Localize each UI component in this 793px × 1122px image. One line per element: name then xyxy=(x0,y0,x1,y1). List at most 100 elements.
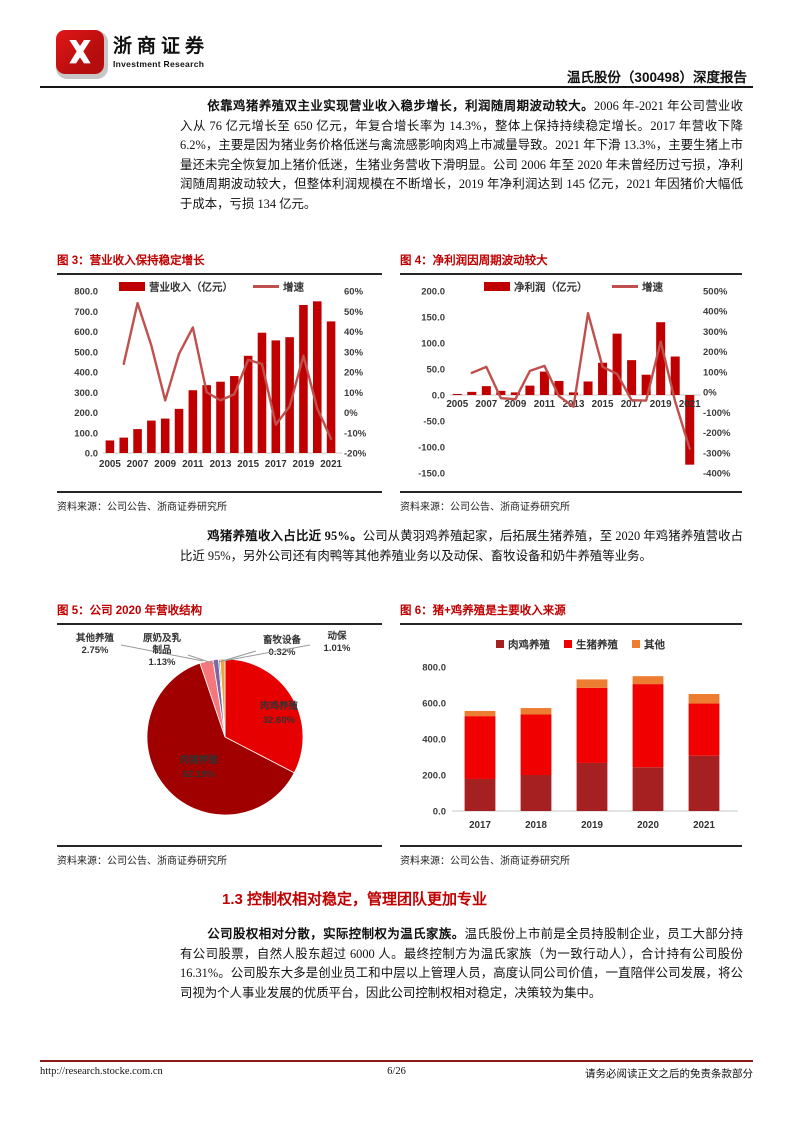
report-title: 温氏股份（300498）深度报告 xyxy=(566,70,747,85)
svg-text:100.0: 100.0 xyxy=(421,339,445,350)
svg-text:制品: 制品 xyxy=(152,644,171,656)
svg-text:200.0: 200.0 xyxy=(422,771,446,782)
svg-text:2017: 2017 xyxy=(621,399,643,410)
svg-text:300%: 300% xyxy=(703,327,728,338)
paragraph-3-text: 温氏股份上市前是全员持股制企业，员工大部分持有公司股票，自然人股东超过 6000… xyxy=(180,927,744,1000)
paragraph-1-text: 2006 年-2021 年公司营业收入从 76 亿元增长至 650 亿元，年复合… xyxy=(180,99,744,211)
paragraph-2-text: 公司从黄羽鸡养殖起家，后拓展生猪养殖，至 2020 年鸡猪养殖营收占比近 95%… xyxy=(180,529,743,563)
svg-text:2.75%: 2.75% xyxy=(82,645,109,656)
svg-text:150.0: 150.0 xyxy=(421,313,445,324)
svg-text:1.13%: 1.13% xyxy=(149,657,176,668)
figure-6: 图 6：猪+鸡养殖是主要收入来源 0.0 200.0 400.0 600.0 800.0… xyxy=(400,602,742,867)
figure-5-top-rule xyxy=(57,623,382,625)
svg-text:0.0: 0.0 xyxy=(432,391,445,402)
svg-text:700.0: 700.0 xyxy=(74,307,98,318)
figure-4-bottom-rule xyxy=(400,491,742,493)
header-divider xyxy=(40,86,753,88)
svg-text:2017: 2017 xyxy=(265,459,287,470)
svg-text:2019: 2019 xyxy=(581,820,603,831)
svg-text:2009: 2009 xyxy=(154,459,176,470)
paragraph-1-lead: 依靠鸡猪养殖双主业实现营业收入稳步增长，利润随周期波动较大。 xyxy=(207,99,594,113)
svg-text:1.01%: 1.01% xyxy=(324,643,351,654)
svg-text:2007: 2007 xyxy=(475,399,497,410)
svg-text:400.0: 400.0 xyxy=(422,735,446,746)
brand-name-cn: 浙商证券 xyxy=(113,36,210,57)
figure-6-top-rule xyxy=(400,623,742,625)
svg-text:2015: 2015 xyxy=(592,399,614,410)
net-profit-bar-line-chart: -150.0 -100.0 -50.0 0.0 50.0 100.0 150.0 200.0 -… xyxy=(418,281,731,480)
svg-text:2015: 2015 xyxy=(237,459,259,470)
svg-text:50.0: 50.0 xyxy=(427,365,446,376)
svg-text:2021: 2021 xyxy=(679,399,701,410)
svg-text:2009: 2009 xyxy=(504,399,526,410)
svg-text:增速: 增速 xyxy=(283,281,304,294)
svg-text:30%: 30% xyxy=(344,347,364,358)
svg-text:100%: 100% xyxy=(703,367,728,378)
figure-4-title: 图 4：净利润因周期波动较大 xyxy=(400,255,548,267)
svg-text:0.0: 0.0 xyxy=(85,449,98,460)
svg-text:2005: 2005 xyxy=(99,459,121,470)
svg-text:600.0: 600.0 xyxy=(74,327,98,338)
figure-3: 图 3：营业收入保持稳定增长 0.0 100.0 200.0 300.0 400.0 50… xyxy=(57,252,382,513)
svg-text:畜牧设备: 畜牧设备 xyxy=(263,634,302,646)
svg-text:-10%: -10% xyxy=(344,428,367,439)
svg-text:动保: 动保 xyxy=(327,630,347,642)
svg-text:600.0: 600.0 xyxy=(422,699,446,710)
svg-text:400.0: 400.0 xyxy=(74,368,98,379)
svg-text:20%: 20% xyxy=(344,368,364,379)
svg-text:肉猪养殖: 肉猪养殖 xyxy=(180,754,219,766)
svg-text:增速: 增速 xyxy=(642,281,663,294)
figure-5: 图 5：公司 2020 年营收结构 其他养殖 2.75% 原奶及乳 制品 1.13% 畜牧… xyxy=(57,602,382,867)
svg-text:200.0: 200.0 xyxy=(74,408,98,419)
section-heading-1-3: 1.3 控制权相对稳定，管理团队更加专业 xyxy=(222,891,488,908)
svg-text:2021: 2021 xyxy=(320,459,342,470)
svg-text:2020: 2020 xyxy=(637,820,659,831)
svg-text:肉鸡养殖: 肉鸡养殖 xyxy=(260,700,299,712)
svg-text:40%: 40% xyxy=(344,327,364,338)
svg-text:-100%: -100% xyxy=(703,408,731,419)
figure-4-source: 资料来源：公司公告、浙商证券研究所 xyxy=(400,502,570,513)
svg-text:800.0: 800.0 xyxy=(74,287,98,298)
figure-5-bottom-rule xyxy=(57,845,382,847)
svg-text:0%: 0% xyxy=(703,388,717,399)
footer-research-url[interactable]: http://research.stocke.com.cn xyxy=(40,1066,163,1077)
figure-6-title: 图 6：猪+鸡养殖是主要收入来源 xyxy=(400,605,566,617)
svg-text:60%: 60% xyxy=(344,287,364,298)
svg-text:2013: 2013 xyxy=(210,459,232,470)
figure-3-title: 图 3：营业收入保持稳定增长 xyxy=(57,255,205,267)
figure-5-source: 资料来源：公司公告、浙商证券研究所 xyxy=(57,856,227,867)
figure-3-top-rule xyxy=(57,273,382,275)
svg-text:其他养殖: 其他养殖 xyxy=(76,632,115,644)
svg-text:10%: 10% xyxy=(344,388,364,399)
paragraph-business-mix: 鸡猪养殖收入占比近 95%。公司从黄羽鸡养殖起家，后拓展生猪养殖，至 2020 … xyxy=(180,527,743,566)
svg-text:500%: 500% xyxy=(703,287,728,298)
footer-page-number: 6/26 xyxy=(387,1066,406,1077)
svg-text:其他: 其他 xyxy=(644,638,665,651)
brand-name-en: Investment Research xyxy=(113,59,205,69)
svg-text:0.32%: 0.32% xyxy=(269,647,296,658)
brand-block: 浙商证券 Investment Research xyxy=(113,37,209,69)
svg-text:300.0: 300.0 xyxy=(74,388,98,399)
svg-text:500.0: 500.0 xyxy=(74,347,98,358)
svg-text:原奶及乳: 原奶及乳 xyxy=(143,632,182,644)
svg-text:2018: 2018 xyxy=(525,820,547,831)
svg-text:2005: 2005 xyxy=(446,399,468,410)
svg-text:-100.0: -100.0 xyxy=(418,443,445,454)
svg-text:-50.0: -50.0 xyxy=(423,417,445,428)
svg-text:-200%: -200% xyxy=(703,428,731,439)
figure-3-source: 资料来源：公司公告、浙商证券研究所 xyxy=(57,502,227,513)
svg-text:2021: 2021 xyxy=(693,820,715,831)
svg-text:2019: 2019 xyxy=(293,459,315,470)
svg-text:2017: 2017 xyxy=(469,820,491,831)
svg-text:50%: 50% xyxy=(344,307,364,318)
svg-text:100.0: 100.0 xyxy=(74,428,98,439)
footer-divider xyxy=(40,1060,753,1062)
revenue-bar-line-chart: 0.0 100.0 200.0 300.0 400.0 500.0 600.0 700.0 80… xyxy=(74,281,367,471)
svg-text:净利润（亿元）: 净利润（亿元） xyxy=(514,281,588,294)
figure-4-top-rule xyxy=(400,273,742,275)
footer-disclaimer: 请务必阅读正文之后的免责条款部分 xyxy=(585,1069,753,1080)
svg-text:400%: 400% xyxy=(703,307,728,318)
svg-text:2007: 2007 xyxy=(127,459,149,470)
